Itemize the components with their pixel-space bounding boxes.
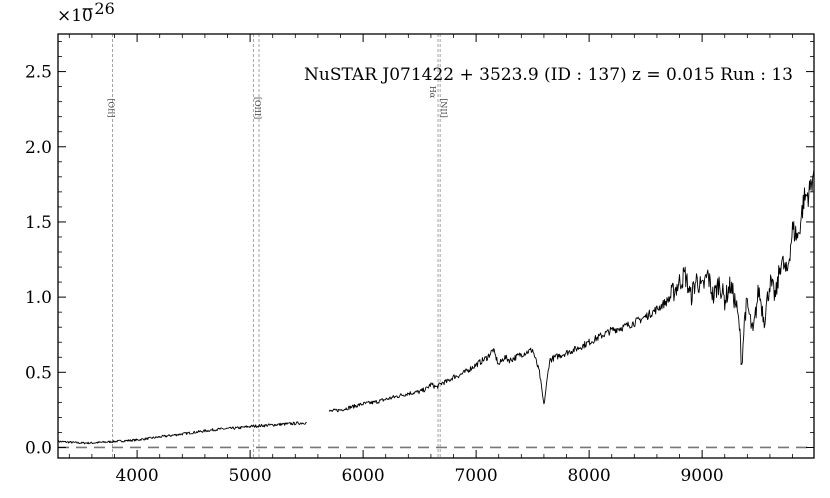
y-tick-label: 1.0 [25,288,52,308]
y-tick-label: 0.5 [25,363,52,383]
emission-line-label: [NII] [439,98,448,118]
x-tick-label: 7000 [454,466,497,486]
x-tick-label: 4000 [115,466,158,486]
spectrum-line [328,169,815,413]
x-tick-label: 8000 [567,466,610,486]
spectrum-line [57,421,307,445]
y-tick-label: 1.5 [25,213,52,233]
x-tick-label: 6000 [341,466,384,486]
emission-line-label: Hα [428,86,437,99]
y-tick-label: 2.0 [25,138,52,158]
y-tick-label: 0.0 [25,438,52,458]
emission-line-label: [OIII] [253,97,262,119]
x-tick-label: 9000 [680,466,723,486]
x-tick-label: 5000 [228,466,271,486]
y-tick-label: 2.5 [25,63,52,83]
emission-line-label: [OII] [106,98,115,117]
plot-area: [OII] [OIII] Hα[NII] 4000 5000 6000 7000 8000 90… [25,33,815,486]
plot-frame [57,33,815,459]
y-multiplier: ×10 −26 [57,0,115,26]
y-exponent-text: −26 [81,0,115,18]
y-multiplier-text: ×10 [57,6,93,26]
chart-title: NuSTAR J071422 + 3523.9 (ID : 137) z = 0… [304,65,793,85]
